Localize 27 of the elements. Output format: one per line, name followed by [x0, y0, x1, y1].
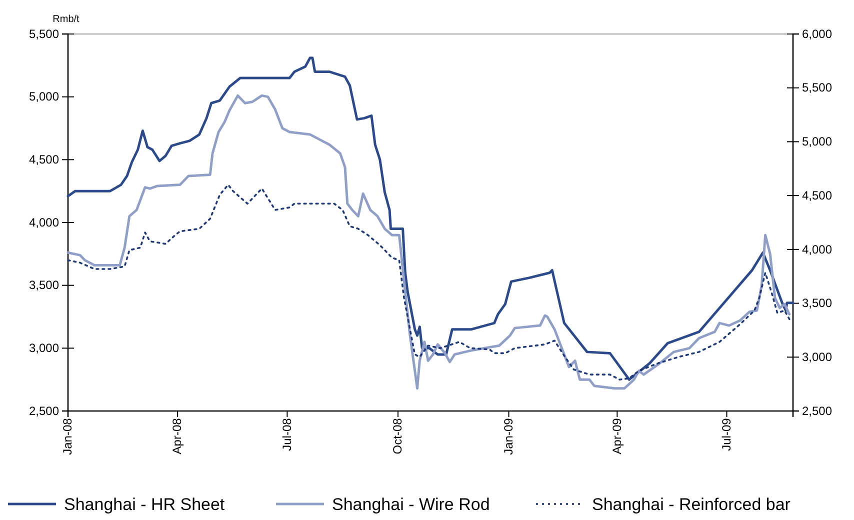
y2-tick-label: 3,500 [802, 296, 832, 310]
x-tick-label: Jan-08 [60, 418, 75, 455]
y2-tick-label: 5,500 [802, 80, 832, 95]
y2-tick-label: 3,000 [802, 350, 832, 364]
y2-tick-label: 6,000 [802, 26, 832, 41]
y-axis-title: Rmb/t [52, 14, 80, 25]
line-series [67, 184, 790, 380]
x-tick-label: Jul-09 [719, 418, 734, 451]
x-tick-label: Jul-08 [280, 418, 294, 451]
y-tick-label: 5,500 [28, 26, 60, 41]
x-tick-label: Oct-08 [390, 418, 405, 454]
y-tick-label: 3,000 [28, 341, 60, 356]
y-tick-label: 3,500 [28, 278, 60, 292]
y-tick-label: 4,500 [28, 152, 60, 167]
x-tick-label: Jan-09 [501, 418, 516, 455]
x-tick-label: Apr-08 [170, 418, 184, 454]
y-tick-label: 5,000 [28, 90, 60, 104]
y-tick-label: 2,500 [28, 404, 60, 418]
y2-tick-label: 5,000 [802, 134, 832, 149]
legend-label: Shanghai - HR Sheet [64, 495, 225, 514]
x-tick-label: Apr-09 [610, 418, 624, 454]
legend-label: Shanghai - Wire Rod [332, 495, 490, 514]
y2-tick-label: 2,500 [802, 404, 832, 418]
y2-tick-label: 4,500 [802, 188, 832, 202]
y-tick-label: 4,000 [28, 215, 60, 230]
y2-tick-label: 4,000 [802, 242, 832, 256]
legend-label: Shanghai - Reinforced bar [592, 495, 791, 514]
